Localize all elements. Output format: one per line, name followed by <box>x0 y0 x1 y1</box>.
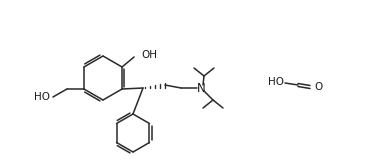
Text: N: N <box>197 82 205 94</box>
Text: HO: HO <box>34 92 50 102</box>
Text: OH: OH <box>141 50 157 60</box>
Text: O: O <box>314 82 322 92</box>
Text: HO: HO <box>268 77 284 87</box>
